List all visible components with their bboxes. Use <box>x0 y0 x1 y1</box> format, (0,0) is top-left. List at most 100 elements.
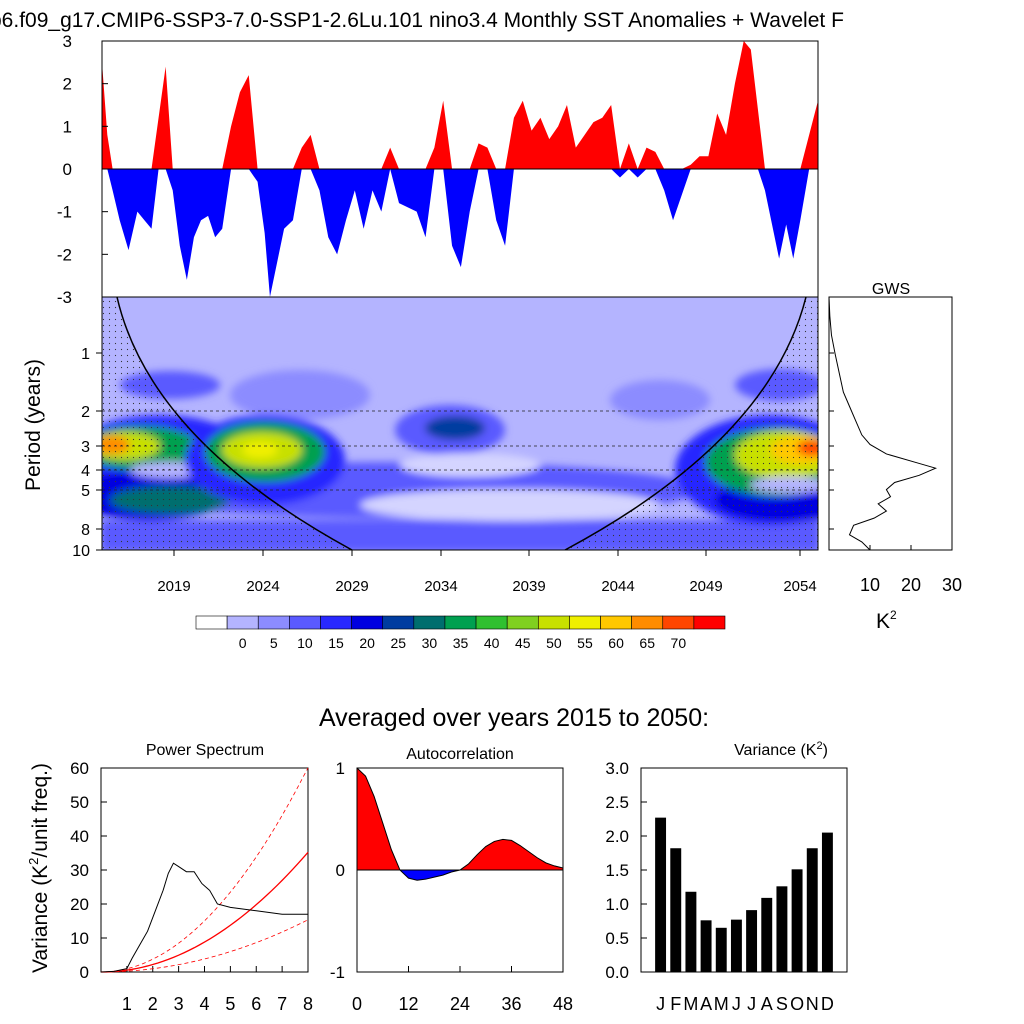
colorbar-swatch <box>195 615 228 630</box>
power-spectrum-x-tick-label: 4 <box>199 994 209 1014</box>
autocorrelation-x-tick-label: 36 <box>501 994 521 1014</box>
colorbar-label: 50 <box>546 635 562 651</box>
colorbar-swatch <box>600 615 632 630</box>
sst-y-tick-label: 2 <box>63 75 72 94</box>
gws-panel: GWS 10 20 30 K2 <box>828 281 962 633</box>
wavelet-y-tick-label: 10 <box>72 543 90 560</box>
autocorrelation-x-tick-label: 24 <box>450 994 470 1014</box>
sst-y-tick-label: 0 <box>63 160 72 179</box>
wavelet-y-tick-label: 3 <box>81 439 90 456</box>
coi-hatch-right <box>565 297 818 550</box>
variance-y-tick-label: 2.0 <box>605 827 629 846</box>
variance-month-label: J <box>732 994 741 1014</box>
variance-bar <box>730 919 742 972</box>
variance-y-tick-label: 2.5 <box>605 793 629 812</box>
colorbar-swatch <box>631 615 664 630</box>
wavelet-blob <box>242 442 278 458</box>
variance-month-label: J <box>656 994 665 1014</box>
sst-y-tick-label: -1 <box>57 203 72 222</box>
colorbar-swatch <box>506 615 539 630</box>
coi-hatch-left <box>102 297 352 550</box>
wavelet-blob <box>400 453 540 477</box>
gws-x-tick-label: 30 <box>942 575 962 595</box>
wavelet-x-tick-label: 2039 <box>512 578 545 595</box>
wavelet-y-axis: 1 2 3 4 5 8 10 <box>72 346 102 560</box>
sst-positive-area <box>102 41 818 169</box>
red-noise-upper-bound <box>100 767 309 973</box>
wavelet-x-tick-label: 2024 <box>246 578 279 595</box>
power-spectrum-title: Power Spectrum <box>146 742 264 759</box>
colorbar-label: 40 <box>484 635 500 651</box>
colorbar-swatch <box>537 615 570 630</box>
power-spectrum-y-label: Variance (K2/unit freq.) <box>26 763 52 973</box>
power-spectrum-line <box>100 862 308 973</box>
power-spectrum-x-tick-label: 5 <box>225 994 235 1014</box>
wavelet-x-tick-label: 2029 <box>335 578 368 595</box>
autocorrelation-y-tick-label: -1 <box>330 963 345 982</box>
autocorrelation-x-tick-label: 48 <box>553 994 573 1014</box>
variance-bar <box>715 927 727 972</box>
variance-bar <box>776 886 788 972</box>
wavelet-blob <box>610 380 710 420</box>
variance-bar <box>746 910 758 972</box>
wavelet-blob <box>360 489 660 521</box>
red-noise-spectrum <box>100 851 309 973</box>
autocorrelation-positive-area <box>357 768 563 870</box>
power-spectrum-y-tick-label: 50 <box>70 793 89 812</box>
wavelet-x-tick-label: 2054 <box>783 578 816 595</box>
wavelet-panel: 1 2 3 4 5 8 10 2019 2024 2029 2034 2039 2044 2049 205… <box>22 296 819 595</box>
variance-month-label: S <box>776 994 788 1014</box>
variance-month-label: O <box>790 994 804 1014</box>
power-spectrum-x-tick-label: 3 <box>174 994 184 1014</box>
variance-axes: J F M A M J J A S O N D3.02.52.01.51.00.50.0 <box>605 759 834 1014</box>
colorbar-swatch <box>320 615 352 630</box>
colorbar-swatch <box>351 615 384 630</box>
colorbar-swatch <box>226 615 259 630</box>
wavelet-x-tick-label: 2049 <box>689 578 722 595</box>
wavelet-y-label: Period (years) <box>22 359 45 491</box>
gws-x-label: K2 <box>876 608 897 633</box>
variance-month-label: F <box>670 994 681 1014</box>
variance-panel: Variance (K2) J F M A M J J A S O N D3.02.52.01.51.… <box>605 740 848 1014</box>
wavelet-x-tick-label: 2044 <box>601 578 634 595</box>
autocorrelation-y-tick-label: 1 <box>336 759 345 778</box>
colorbar-label: 10 <box>297 635 313 651</box>
sst-panel: 3 2 1 0 -1 -2 -3 <box>57 32 819 307</box>
colorbar-swatch <box>413 615 446 630</box>
colorbar-label: 25 <box>390 635 406 651</box>
colorbar-label: 45 <box>515 635 531 651</box>
wavelet-blob <box>230 370 370 420</box>
variance-bar <box>806 848 818 972</box>
power-spectrum-x-tick-label: 7 <box>277 994 287 1014</box>
gws-line <box>828 296 938 551</box>
power-spectrum-y-tick-label: 40 <box>70 827 89 846</box>
power-spectrum-x-tick-label: 6 <box>251 994 261 1014</box>
power-spectrum-y-tick-label: 60 <box>70 759 89 778</box>
sst-y-axis: 3 2 1 0 -1 -2 -3 <box>57 32 108 307</box>
variance-month-label: J <box>747 994 756 1014</box>
power-spectrum-x-tick-label: 8 <box>303 994 313 1014</box>
colorbar-swatch <box>693 615 726 630</box>
variance-bar <box>791 869 803 972</box>
colorbar: 0 5 10 15 20 25 30 35 40 45 50 55 60 65 70 <box>195 615 726 651</box>
power-spectrum-x-tick-label: 2 <box>148 994 158 1014</box>
figure-title: p6.f09_g17.CMIP6-SSP3-7.0-SSP1-2.6Lu.101… <box>0 9 844 32</box>
colorbar-swatch <box>382 615 415 630</box>
averaging-subtitle: Averaged over years 2015 to 2050: <box>319 704 709 732</box>
autocorrelation-negative-area <box>357 870 563 881</box>
colorbar-label: 15 <box>328 635 344 651</box>
wavelet-y-tick-label: 5 <box>81 483 90 500</box>
wavelet-x-axis: 2019 2024 2029 2034 2039 2044 2049 2054 <box>157 550 817 595</box>
wavelet-blob <box>425 416 485 440</box>
colorbar-label: 55 <box>577 635 593 651</box>
wavelet-y-tick-label: 4 <box>81 463 90 480</box>
power-spectrum-y-tick-label: 20 <box>70 895 89 914</box>
colorbar-swatch <box>289 615 321 630</box>
sst-y-tick-label: -2 <box>57 245 72 264</box>
autocorrelation-panel: Autocorrelation 1 0 -1 0 12 24 36 48 <box>330 746 573 1014</box>
colorbar-label: 60 <box>608 635 624 651</box>
variance-month-label: D <box>821 994 834 1014</box>
variance-bar <box>821 832 833 972</box>
gws-x-tick-label: 20 <box>901 575 921 595</box>
variance-month-label: N <box>806 994 819 1014</box>
